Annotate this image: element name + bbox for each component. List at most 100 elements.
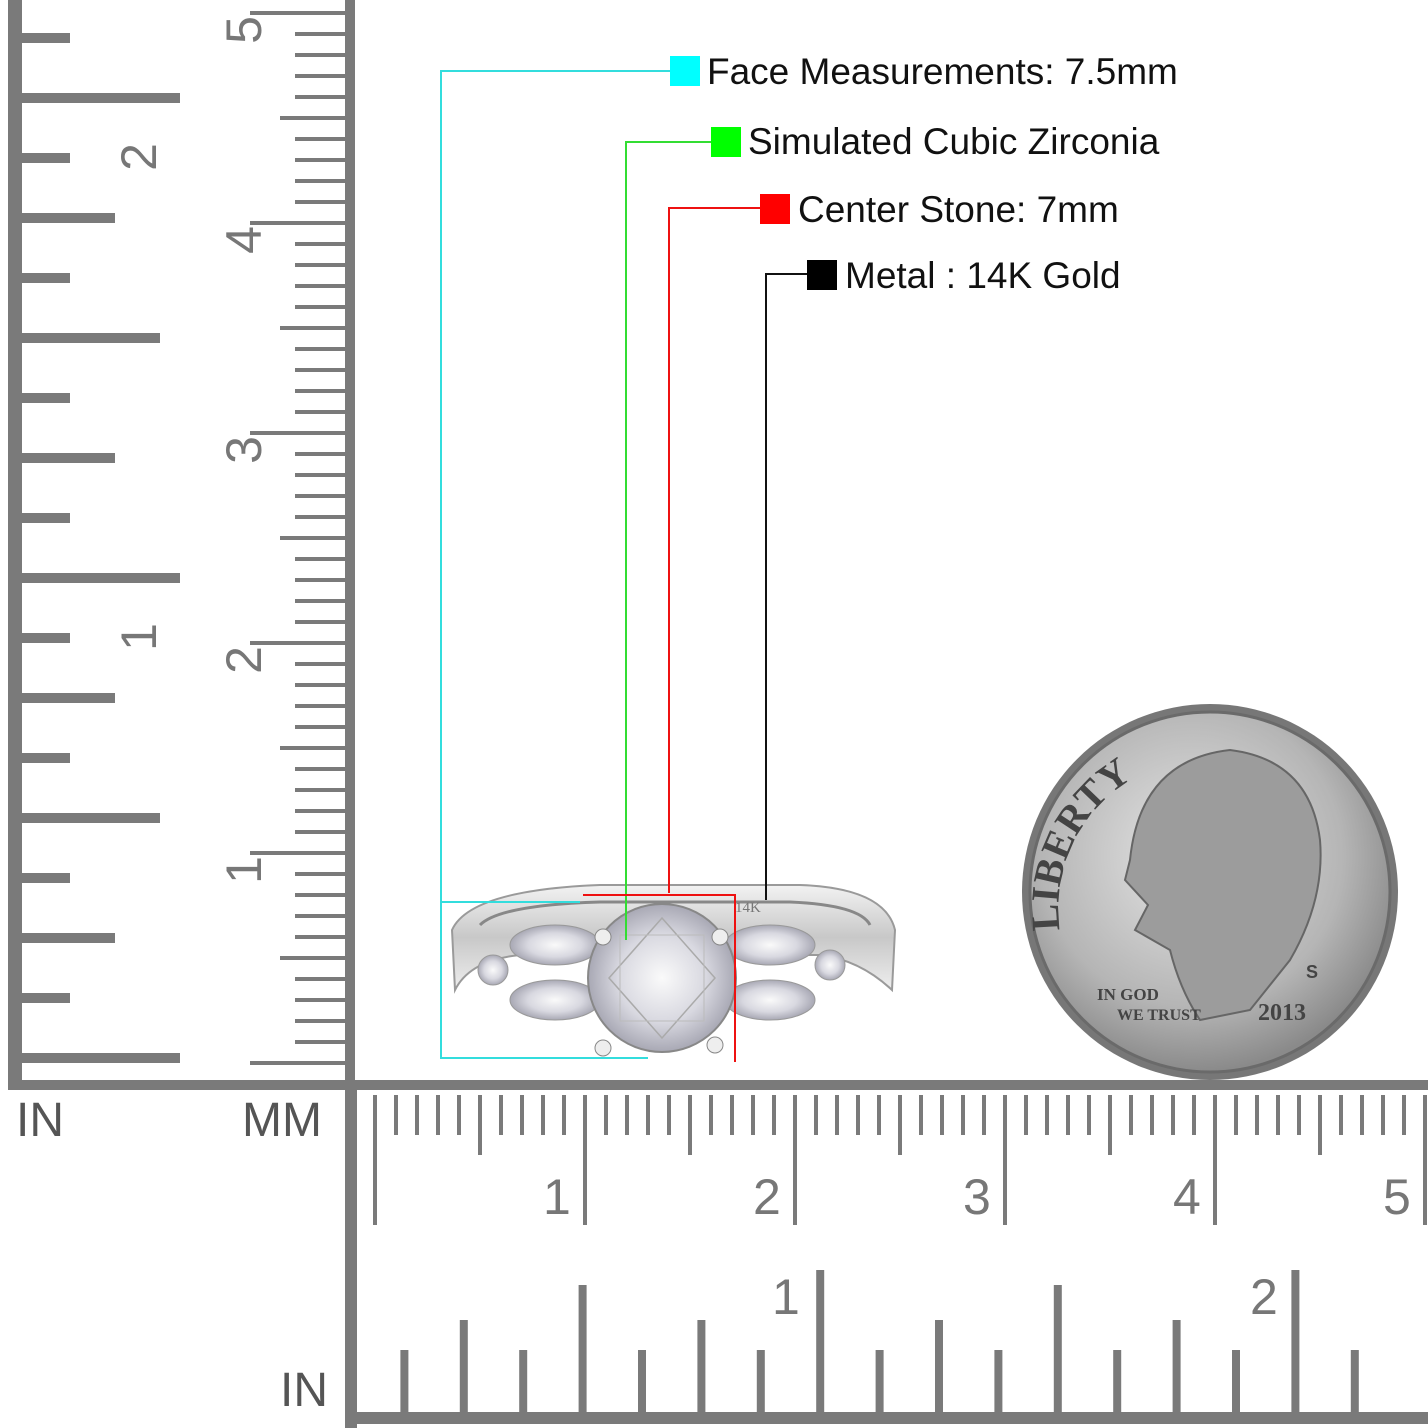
mm-tick (478, 1095, 482, 1155)
horizontal-inch-label: 1 (772, 1269, 800, 1325)
inch-tick (20, 933, 115, 943)
marquise-stone (724, 924, 816, 966)
mm-tick (295, 620, 350, 624)
mm-tick (295, 683, 350, 687)
mm-tick (250, 851, 350, 855)
mm-tick (1423, 1095, 1427, 1225)
center-stone-swatch (760, 194, 790, 224)
mm-tick (295, 557, 350, 561)
mm-tick (295, 1040, 350, 1044)
mm-tick (295, 872, 350, 876)
inch-tick (578, 1285, 587, 1415)
mm-tick (814, 1095, 818, 1135)
metal-label: Metal : 14K Gold (845, 255, 1121, 296)
inch-tick (638, 1350, 646, 1415)
mm-tick (982, 1095, 986, 1135)
mm-tick (1192, 1095, 1196, 1135)
inch-tick (20, 33, 70, 43)
mm-tick (604, 1095, 608, 1135)
mm-tick (667, 1095, 671, 1135)
ring-image: 14K (450, 884, 897, 1057)
mm-tick (280, 116, 350, 120)
dime-motto-1: IN GOD (1097, 985, 1159, 1004)
dime-image: LIBERTY IN GOD WE TRUST S 2013 (1022, 704, 1398, 1080)
mm-tick (295, 578, 350, 582)
mm-tick (280, 746, 350, 750)
mm-tick (457, 1095, 461, 1135)
mm-tick (1171, 1095, 1175, 1135)
center-stone (587, 903, 737, 1053)
mm-tick (1066, 1095, 1070, 1135)
mm-tick (1213, 1095, 1217, 1225)
inch-tick (20, 573, 180, 583)
mm-tick (1255, 1095, 1259, 1135)
mm-tick (415, 1095, 419, 1135)
mm-tick (1381, 1095, 1385, 1135)
side-stone (477, 954, 509, 986)
mm-tick (562, 1095, 566, 1135)
mm-tick (1402, 1095, 1406, 1135)
cubic-zirconia-swatch (711, 127, 741, 157)
mm-tick (295, 1019, 350, 1023)
mm-tick (709, 1095, 713, 1135)
mm-tick (295, 599, 350, 603)
marquise-stone (509, 979, 601, 1021)
mm-tick (1024, 1095, 1028, 1135)
vertical-cm-label: 5 (215, 16, 272, 44)
vertical-cm-label: 3 (215, 436, 272, 464)
mm-tick (835, 1095, 839, 1135)
mm-tick (295, 662, 350, 666)
mm-tick (961, 1095, 965, 1135)
mm-tick (940, 1095, 944, 1135)
cubic-zirconia-label: Simulated Cubic Zirconia (748, 121, 1160, 162)
mm-tick (1108, 1095, 1112, 1155)
inch-tick (20, 333, 160, 343)
unit-in-bottom: IN (280, 1364, 328, 1417)
mm-tick (583, 1095, 587, 1225)
mm-tick (280, 536, 350, 540)
inch-tick (875, 1350, 884, 1415)
mm-tick (250, 1061, 350, 1065)
mm-tick (295, 935, 350, 939)
inch-tick (20, 513, 70, 523)
dime-year: 2013 (1258, 1000, 1306, 1026)
vertical-cm-label: 2 (215, 646, 272, 674)
mm-tick (1339, 1095, 1343, 1135)
mm-tick (295, 704, 350, 708)
vertical-inch-label: 2 (110, 143, 167, 171)
vertical-ruler-left-edge (8, 0, 22, 1090)
mm-tick (1318, 1095, 1322, 1155)
inch-tick (1113, 1350, 1122, 1415)
face-measurements-label: Face Measurements: 7.5mm (707, 51, 1178, 92)
mm-tick (499, 1095, 503, 1135)
mm-tick (250, 221, 350, 225)
inch-tick (756, 1350, 765, 1415)
vertical-ruler-right-edge (345, 0, 355, 1090)
mm-tick (295, 95, 350, 99)
mm-tick (295, 767, 350, 771)
mm-tick (295, 32, 350, 36)
mm-tick (295, 494, 350, 498)
mm-tick (688, 1095, 692, 1155)
inch-tick (1053, 1285, 1062, 1415)
mm-tick (1045, 1095, 1049, 1135)
mm-tick (1360, 1095, 1364, 1135)
mm-tick (1150, 1095, 1154, 1135)
mm-tick (394, 1095, 398, 1135)
inch-tick (697, 1320, 706, 1415)
mm-tick (295, 830, 350, 834)
inch-tick (1232, 1350, 1240, 1415)
inch-tick (20, 1053, 180, 1063)
mm-tick (280, 326, 350, 330)
mm-tick (295, 200, 350, 204)
mm-tick (295, 914, 350, 918)
horizontal-cm-label: 4 (1173, 1169, 1201, 1225)
inch-tick (400, 1350, 409, 1415)
mm-tick (250, 431, 350, 435)
mm-tick (373, 1095, 377, 1225)
horizontal-cm-label: 5 (1383, 1169, 1411, 1225)
mm-tick (295, 305, 350, 309)
mm-tick (295, 53, 350, 57)
mm-tick (919, 1095, 923, 1135)
